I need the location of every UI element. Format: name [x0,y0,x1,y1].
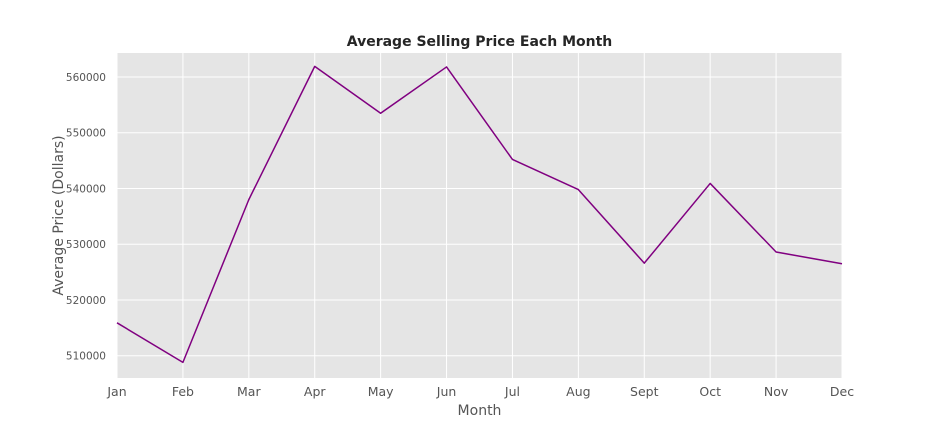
x-tick-label: May [368,384,394,399]
x-tick-label: Feb [172,384,194,399]
series-line [116,65,843,364]
y-tick-labels: 510000 520000 530000 540000 550000 560000 [66,72,106,363]
x-tick-label: Sept [630,384,659,399]
y-tick-label: 560000 [66,72,106,84]
chart-title: Average Selling Price Each Month [347,34,613,50]
x-tick-label: Nov [764,384,789,399]
x-tick-label: Aug [566,384,590,399]
y-tick-label: 530000 [66,239,106,251]
x-tick-label: Jun [436,384,457,399]
grid-lines [116,53,843,378]
x-tick-label: Oct [699,384,721,399]
y-axis-label: Average Price (Dollars) [51,135,67,295]
x-tick-labels: Jan Feb Mar Apr May Jun Jul Aug Sept Oct Nov Dec [106,384,854,399]
x-tick-label: Jan [106,384,126,399]
plot-area [117,53,842,378]
x-tick-label: Jul [504,384,520,399]
x-tick-label: Dec [830,384,854,399]
x-axis-label: Month [458,403,502,419]
y-tick-label: 540000 [66,183,106,195]
x-tick-label: Mar [237,384,261,399]
y-tick-label: 520000 [66,295,106,307]
x-tick-label: Apr [304,384,326,399]
y-tick-label: 510000 [66,351,106,363]
y-tick-label: 550000 [66,128,106,140]
series-layer [116,65,843,364]
